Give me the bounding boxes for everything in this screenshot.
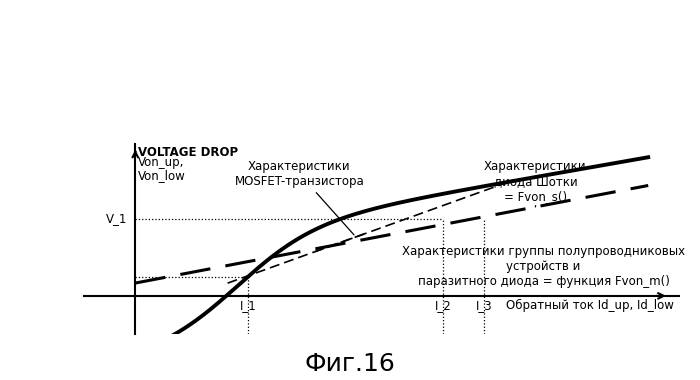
Text: Von_low: Von_low xyxy=(138,169,186,182)
Text: Характеристики
диода Шотки
= Fvon_s(): Характеристики диода Шотки = Fvon_s() xyxy=(484,160,587,207)
Text: Характеристики паразитного
диода MOSFET-транзистора: Характеристики паразитного диода MOSFET-… xyxy=(0,379,1,380)
Text: Фиг.16: Фиг.16 xyxy=(304,352,395,376)
Text: Von_up,: Von_up, xyxy=(138,156,184,169)
Text: I_2: I_2 xyxy=(435,299,452,312)
Text: I_3: I_3 xyxy=(476,299,492,312)
Text: V_1: V_1 xyxy=(106,212,127,225)
Text: I_1: I_1 xyxy=(240,299,256,312)
Text: Характеристики группы полупроводниковых
устройств и
паразитного диода = функция : Характеристики группы полупроводниковых … xyxy=(402,245,685,288)
Text: VOLTAGE DROP: VOLTAGE DROP xyxy=(138,146,238,159)
Text: Обратный ток Id_up, Id_low: Обратный ток Id_up, Id_low xyxy=(506,299,674,312)
Text: Характеристики
MOSFET-транзистора: Характеристики MOSFET-транзистора xyxy=(234,160,364,235)
